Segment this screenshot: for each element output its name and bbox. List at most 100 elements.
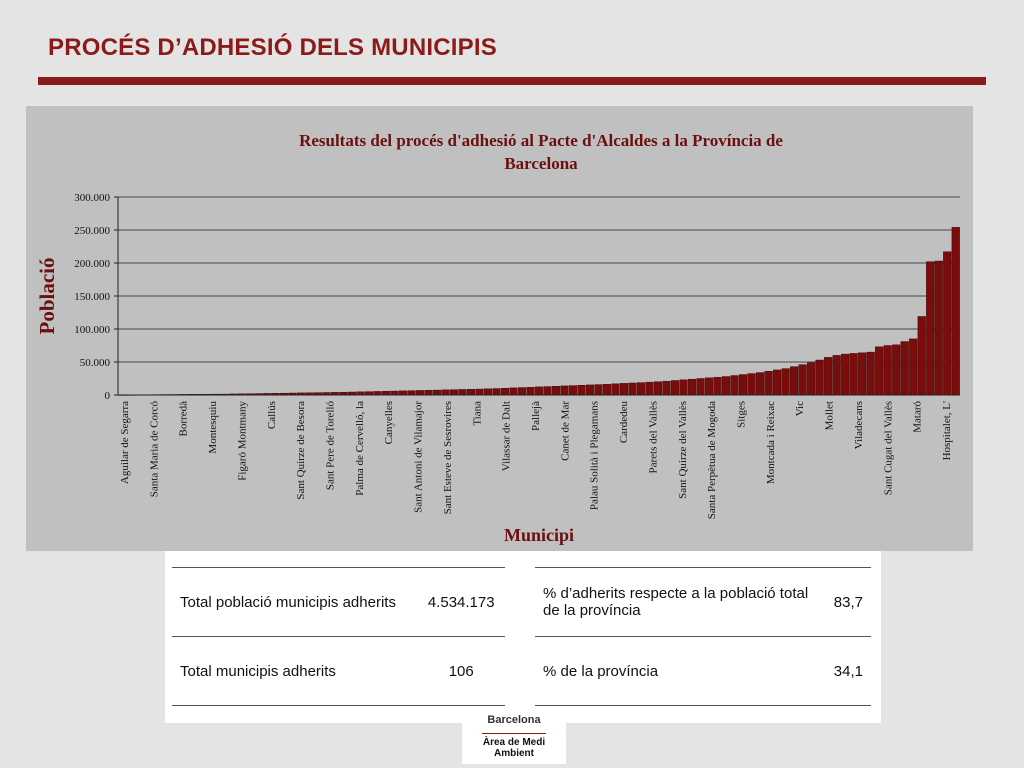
population-bar-chart: Resultats del procés d'adhesió al Pacte … [35, 131, 960, 545]
x-tick-label: Vic [794, 401, 806, 416]
bar [517, 387, 527, 396]
bar [441, 389, 450, 396]
x-tick-label: Cardedeu [618, 401, 630, 444]
bar [551, 386, 561, 396]
bar [671, 380, 680, 396]
x-tick-label: Figaró Montmany [236, 401, 248, 481]
bar [577, 385, 586, 396]
x-axis-label: Municipi [504, 525, 574, 545]
stats-table-left: Total població municipis adherits 4.534.… [172, 567, 505, 706]
bar [645, 381, 654, 396]
chart-panel: Resultats del procés d'adhesió al Pacte … [26, 106, 973, 551]
table-row: % de la província 34,1 [535, 636, 871, 706]
footer-divider [482, 733, 546, 734]
bar [798, 364, 807, 396]
bar [696, 378, 705, 396]
y-tick-label: 100.000 [74, 324, 110, 336]
gridlines [118, 196, 960, 363]
bar [875, 346, 884, 396]
x-axis-labels: Aguilar de Segarra Santa Maria de Corcó Bo… [119, 401, 953, 520]
bar [611, 383, 620, 396]
x-tick-label: Palma de Cervelló, la [354, 401, 366, 496]
bar [917, 316, 926, 396]
bar [790, 366, 799, 396]
x-tick-label: Sitges [736, 401, 748, 428]
stat-value: 83,7 [825, 567, 871, 637]
bar [602, 383, 612, 396]
footer-name: Barcelona [487, 714, 541, 726]
x-tick-label: Tiana [471, 401, 483, 426]
x-tick-label: Vilassar de Dalt [501, 401, 513, 471]
bar [628, 382, 637, 396]
y-tick-label: 250.000 [74, 225, 110, 237]
bar [858, 352, 867, 396]
bar [526, 387, 535, 396]
bar [756, 372, 765, 396]
x-tick-label: Canyelles [383, 401, 395, 444]
bar [815, 359, 824, 396]
x-tick-label: Santa Maria de Corcó [148, 401, 160, 498]
bar [722, 376, 731, 396]
bar [466, 389, 476, 396]
x-tick-label: Mataró [912, 401, 924, 433]
bar [900, 341, 909, 396]
bar [534, 386, 544, 396]
bar [841, 353, 850, 396]
bar [705, 377, 714, 396]
x-tick-label: Sant Quirze de Besora [295, 401, 307, 500]
bar [543, 386, 552, 396]
chart-title-line-1: Resultats del procés d'adhesió al Pacte … [299, 131, 783, 150]
x-tick-label: Sant Pere de Torelló [325, 401, 337, 491]
bar [926, 261, 935, 396]
bar [713, 376, 722, 396]
stat-value: 34,1 [825, 636, 871, 706]
bar [483, 388, 493, 396]
x-tick-label: Parets del Vallès [647, 401, 659, 474]
bar [773, 369, 782, 396]
bar [883, 345, 892, 396]
bar [662, 380, 671, 396]
bar [500, 388, 510, 396]
stat-label: Total població municipis adherits [172, 567, 418, 637]
bar [892, 344, 901, 396]
bar [688, 378, 697, 396]
x-tick-label: Canet de Mar [559, 401, 571, 461]
bar [679, 379, 688, 396]
bar [560, 385, 569, 396]
bar [424, 390, 433, 396]
bar [373, 391, 382, 396]
bar [492, 388, 501, 396]
bar [637, 382, 646, 396]
y-tick-label: 150.000 [74, 291, 110, 303]
stat-label: Total municipis adherits [172, 636, 418, 706]
bar [832, 355, 841, 396]
stat-label: % d’adherits respecte a la població tota… [535, 567, 826, 637]
bar [739, 374, 748, 396]
x-tick-label: Santa Perpètua de Mogoda [706, 401, 718, 519]
x-tick-label: Callús [266, 401, 278, 429]
stats-table-right: % d’adherits respecte a la població tota… [535, 567, 871, 706]
bar [432, 389, 441, 396]
stat-label: % de la província [535, 636, 826, 706]
footer-logo: Barcelona Àrea de Medi Ambient [462, 712, 566, 764]
table-row: % d’adherits respecte a la població tota… [535, 567, 871, 637]
bar [475, 388, 484, 396]
stat-value: 106 [417, 636, 505, 706]
bar [594, 384, 603, 396]
y-tick-label: 200.000 [74, 258, 110, 270]
x-tick-label: Viladecans [853, 401, 865, 449]
x-tick-label: Palau Solità i Plegamans [589, 401, 601, 510]
title-divider [38, 77, 986, 85]
x-tick-label: Borredà [178, 401, 190, 437]
slide-title: PROCÉS D’ADHESIÓ DELS MUNICIPIS [48, 34, 497, 61]
bar [747, 373, 756, 396]
bar [585, 384, 595, 396]
bar [407, 390, 416, 396]
bar [781, 368, 790, 396]
table-row: Total municipis adherits 106 [172, 636, 505, 706]
bar [381, 391, 390, 396]
bar [909, 338, 918, 396]
y-tick-label: 300.000 [74, 192, 110, 204]
x-tick-label: Hospitalet, L' [941, 401, 953, 460]
y-axis-ticks: 0 50.000 100.000 150.000 200.000 250.000 300.0… [74, 192, 118, 402]
